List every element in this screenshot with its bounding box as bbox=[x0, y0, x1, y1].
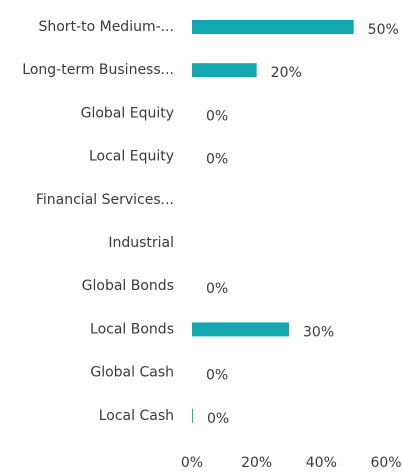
y-tick-label: Industrial bbox=[108, 235, 174, 251]
y-tick-label: Local Equity bbox=[89, 149, 174, 165]
x-tick-label: 60% bbox=[370, 455, 401, 471]
x-tick-label: 20% bbox=[241, 455, 272, 471]
y-tick-label: Financial Services... bbox=[36, 192, 174, 208]
value-label: 0% bbox=[206, 108, 228, 124]
bar bbox=[192, 408, 193, 423]
bar bbox=[192, 63, 257, 78]
value-label: 0% bbox=[206, 281, 228, 297]
x-tick-label: 40% bbox=[306, 455, 337, 471]
y-tick-label: Local Bonds bbox=[90, 321, 174, 337]
value-label: 0% bbox=[207, 411, 229, 427]
value-label: 0% bbox=[206, 152, 228, 168]
value-label: 0% bbox=[206, 368, 228, 384]
y-tick-label: Local Cash bbox=[99, 408, 174, 424]
x-tick-label: 0% bbox=[181, 455, 203, 471]
y-tick-label: Long-term Business... bbox=[22, 62, 174, 78]
y-tick-label: Short-to Medium-... bbox=[38, 19, 174, 35]
y-tick-label: Global Cash bbox=[90, 365, 174, 381]
value-label: 20% bbox=[271, 65, 302, 81]
value-label: 30% bbox=[303, 324, 334, 340]
y-tick-label: Global Equity bbox=[81, 105, 174, 121]
value-label: 50% bbox=[368, 22, 399, 38]
y-tick-label: Global Bonds bbox=[82, 278, 174, 294]
bar bbox=[192, 322, 289, 337]
bar bbox=[192, 20, 354, 34]
